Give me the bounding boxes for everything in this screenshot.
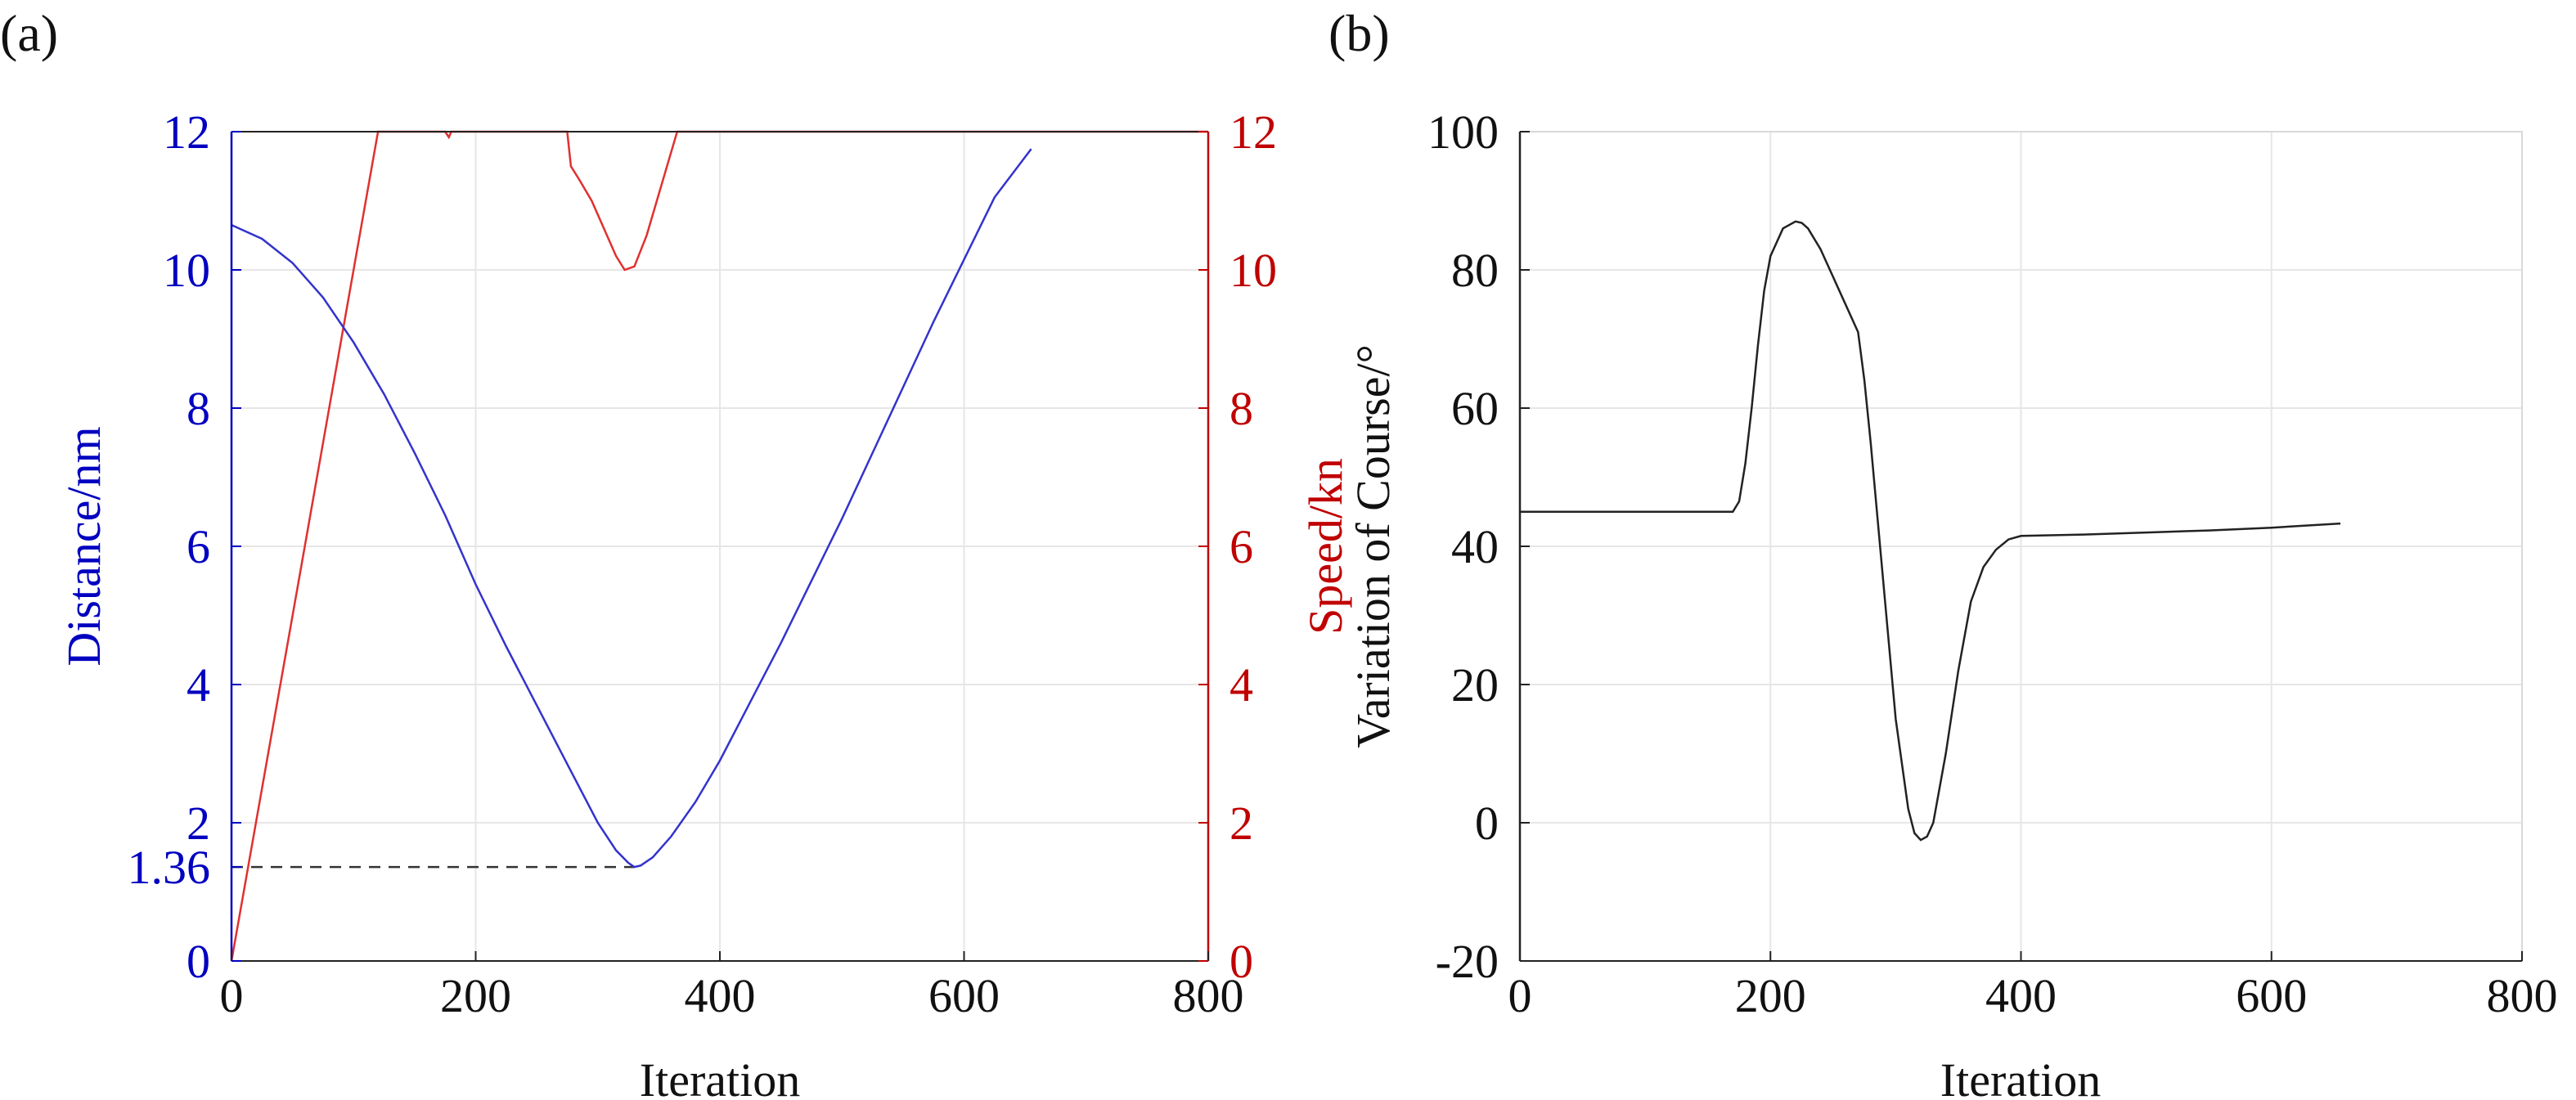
panel-a-x-tick-label: 600 (928, 969, 1000, 1022)
panel-b-y-tick-label: 40 (1451, 520, 1499, 573)
panel-a-left-tick-label: 4 (187, 658, 210, 712)
panel-a-right-tick-label: 10 (1230, 244, 1277, 297)
panel-a-label: (a) (0, 4, 58, 62)
panel-b-course-series (1520, 220, 2341, 842)
panel-a-right-tick-label: 2 (1230, 797, 1253, 850)
panel-a-left-tick-label: 10 (163, 244, 210, 297)
panel-a-x-tick-label: 400 (685, 969, 756, 1022)
panel-b-y-tick-label: 20 (1451, 658, 1499, 712)
panel-a-x-axis-label: Iteration (640, 1053, 800, 1100)
panel-a-left-tick-label: 1.36 (128, 841, 211, 894)
panel-a-left-tick-label: 6 (187, 520, 210, 573)
panel-b-x-tick-label: 400 (1985, 969, 2057, 1022)
panel-a-left-axis-label: Distance/nm (57, 426, 110, 666)
panel-a-right-tick-label: 0 (1230, 935, 1253, 988)
panel-a-distance-series (231, 148, 1032, 869)
panel-a-left-tick-label: 12 (163, 106, 210, 159)
panel-b-series (1520, 220, 2341, 842)
panel-b-x-tick-label: 600 (2236, 969, 2307, 1022)
panel-a-right-tick-label: 4 (1230, 658, 1253, 712)
panel-b-y-tick-label: 100 (1427, 106, 1499, 159)
panel-a-right-tick-label: 12 (1230, 106, 1277, 159)
panel-b-y-tick-label: 80 (1451, 244, 1499, 297)
panel-b-x-tick-label: 800 (2487, 969, 2558, 1022)
panel-a-x-tick-label: 200 (440, 969, 511, 1022)
panel-b-x-axis-label: Iteration (1940, 1053, 2101, 1100)
panel-a-series (230, 130, 1208, 962)
panel-b-label: (b) (1328, 4, 1390, 62)
panel-b-y-tick-label: 60 (1451, 382, 1499, 435)
panel-a-right-axis-label: Speed/kn (1299, 458, 1352, 635)
panel-b-y-tick-label: -20 (1436, 935, 1499, 988)
panel-a-x-tick-label: 800 (1173, 969, 1244, 1022)
panel-b-x-tick-label: 0 (1508, 969, 1532, 1022)
panel-a-left-tick-label: 2 (187, 797, 210, 850)
panel-b-y-tick-label: 0 (1475, 797, 1499, 850)
panel-b-x-tick-label: 200 (1735, 969, 1806, 1022)
panel-a-left-tick-label: 0 (187, 935, 210, 988)
panel-a: (a) 0 200 400 600 80001.3624681012024681012 … (0, 4, 1352, 1100)
panel-a-left-tick-label: 8 (187, 382, 210, 435)
panel-a-grid (231, 131, 1209, 962)
panel-a-speed-series (230, 130, 1208, 962)
panel-a-right-tick-label: 6 (1230, 520, 1253, 573)
panel-a-right-tick-label: 8 (1230, 382, 1253, 435)
panel-a-x-tick-label: 0 (220, 969, 244, 1022)
panel-b-y-axis-label: Variation of Course/° (1346, 344, 1400, 748)
